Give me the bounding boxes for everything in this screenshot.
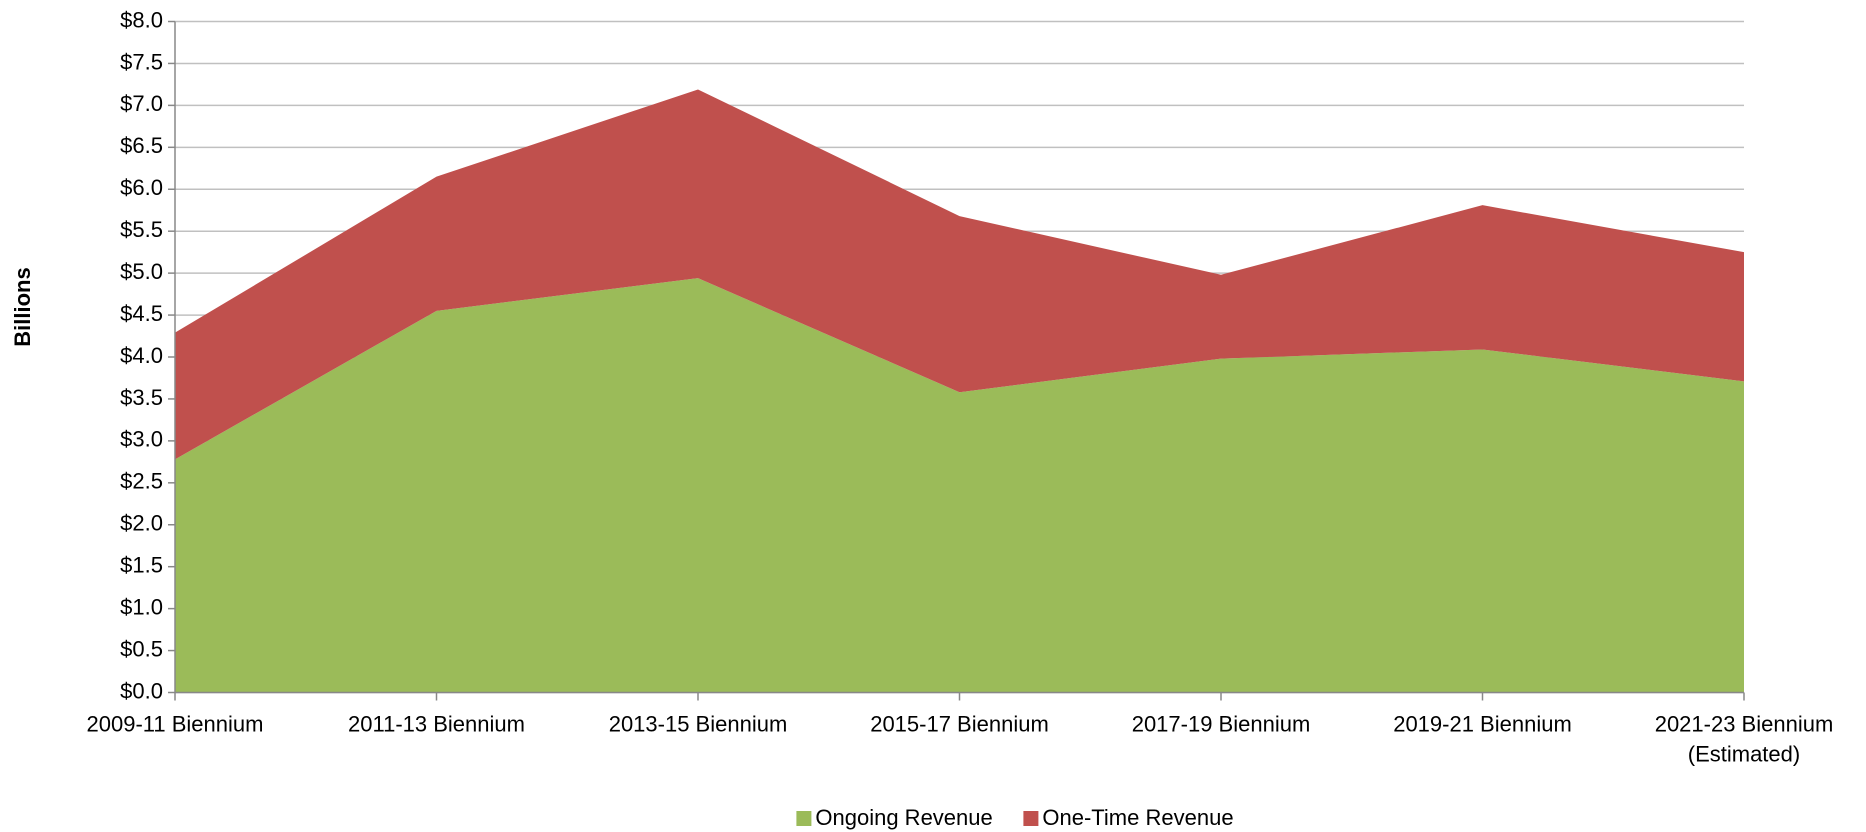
y-tick-label: $7.0	[120, 91, 163, 116]
y-tick-label: $0.5	[120, 636, 163, 661]
y-tick-label: $1.0	[120, 594, 163, 619]
y-tick-label: $2.0	[120, 511, 163, 536]
x-tick-label: 2009-11 Biennium	[87, 711, 264, 736]
x-tick-label: 2021-23 Biennium (Estimated)	[1655, 711, 1834, 766]
y-tick-label: $1.5	[120, 553, 163, 578]
y-axis-label: Billions	[10, 267, 35, 346]
area	[175, 278, 1744, 693]
x-tick-label: 2019-21 Biennium	[1393, 711, 1572, 736]
legend-swatch	[1023, 811, 1039, 826]
area	[175, 89, 1744, 460]
x-tick-label: 2013-15 Biennium	[609, 711, 788, 736]
x-tick-label: 2011-13 Biennium	[348, 711, 525, 736]
y-tick-label: $6.5	[120, 133, 163, 158]
y-tick-label: $2.5	[120, 469, 163, 494]
y-tick-label: $6.0	[120, 175, 163, 200]
y-tick-label: $0.0	[120, 678, 163, 703]
y-tick-label: $4.5	[120, 301, 163, 326]
y-tick-label: $3.5	[120, 385, 163, 410]
legend-swatch	[796, 811, 812, 826]
y-tick-label: $3.0	[120, 427, 163, 452]
y-tick-label: $5.5	[120, 217, 163, 242]
legend-label: One-Time Revenue	[1042, 805, 1233, 830]
x-tick-label: 2017-19 Biennium	[1132, 711, 1311, 736]
y-tick-label: $5.0	[120, 259, 163, 284]
legend-label: Ongoing Revenue	[815, 805, 992, 830]
y-tick-label: $8.0	[120, 7, 163, 32]
y-tick-label: $7.5	[120, 49, 163, 74]
x-tick-label: 2015-17 Biennium	[870, 711, 1049, 736]
y-tick-label: $4.0	[120, 343, 163, 368]
